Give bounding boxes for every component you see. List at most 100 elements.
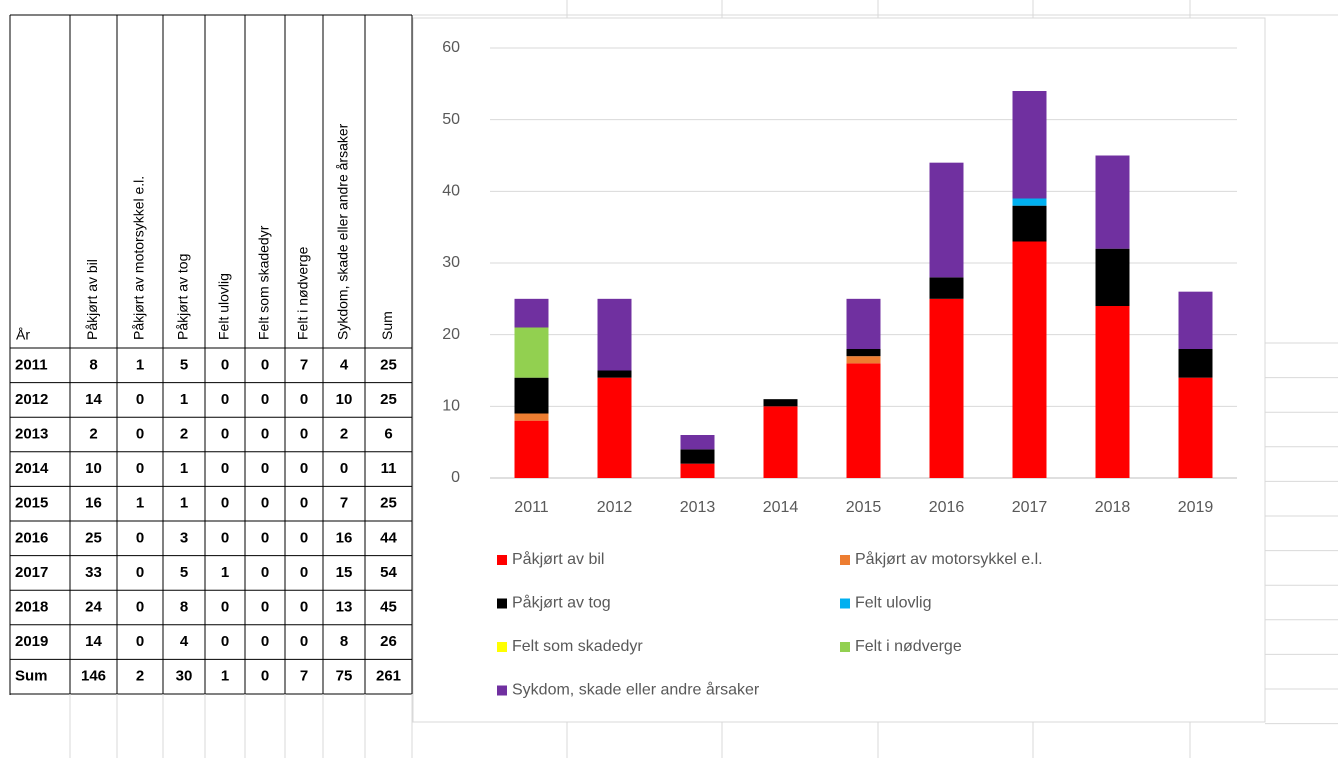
bar-segment [1095,248,1130,306]
table-cell: 0 [221,529,229,546]
header-cell: Felt i nødverge [295,246,311,340]
bar-segment [846,298,881,349]
y-tick-label: 10 [442,398,460,415]
table-cell: 0 [136,529,144,546]
table-cell: 0 [261,495,269,512]
table-cell: 6 [384,425,392,442]
table-cell: 8 [180,598,188,615]
y-tick-label: 20 [442,326,460,343]
table-cell: 2 [340,425,348,442]
bar-segment [929,162,964,278]
table-cell: 0 [136,564,144,581]
legend-swatch [497,555,507,565]
legend-swatch [497,642,507,652]
table-cell: 33 [85,564,102,581]
x-tick-label: 2015 [846,499,882,516]
bar-segment [1095,155,1130,249]
table-cell: 0 [261,668,269,685]
table-cell: 0 [221,391,229,408]
header-cell: Sum [379,311,395,340]
legend-label: Felt i nødverge [855,638,962,655]
bar-segment [1178,377,1213,478]
table-cell: 2011 [15,356,48,373]
bar-segment [1012,241,1047,478]
header-cell: År [16,327,30,343]
table-cell: 0 [261,356,269,373]
bar-segment [514,413,549,421]
bar-segment [1012,91,1047,199]
bar-segment [597,377,632,478]
bar-segment [1095,306,1130,478]
header-cell: Påkjørt av bil [84,259,100,340]
header-cell: Felt ulovlig [216,273,232,340]
table-cell: 14 [85,633,102,650]
table-cell: 75 [336,668,353,685]
table-cell: 1 [221,668,229,685]
legend-swatch [840,598,850,609]
table-cell: 15 [336,564,353,581]
table-cell: 2016 [15,529,48,546]
table-cell: 0 [300,564,308,581]
table-cell: 30 [176,668,193,685]
table-cell: 0 [221,633,229,650]
table-cell: 16 [336,529,353,546]
table-cell: 0 [300,425,308,442]
legend-label: Sykdom, skade eller andre årsaker [512,681,760,699]
bar-segment [1178,291,1213,349]
table-cell: 2 [89,425,97,442]
table-cell: 2 [180,425,188,442]
table-cell: 4 [340,356,349,373]
table-cell: 0 [300,598,308,615]
y-tick-label: 40 [442,183,460,200]
bar-segment [680,435,715,450]
table-cell: 2014 [15,460,49,477]
table-cell: 0 [261,633,269,650]
header-cell: Påkjørt av motorsykkel e.l. [131,176,147,340]
table-cell: 0 [136,598,144,615]
table-cell: 8 [89,356,97,373]
bar-segment [1178,349,1213,378]
table-cell: 2 [136,668,144,685]
table-cell: 0 [136,425,144,442]
table-cell: 2013 [15,425,48,442]
legend-label: Påkjørt av tog [512,594,611,612]
table-cell: 3 [180,529,188,546]
table-bg [10,15,412,694]
table-cell: 0 [136,460,144,477]
x-tick-label: 2012 [597,499,633,516]
bar-segment [597,298,632,371]
table-cell: 1 [180,391,188,408]
table-cell: 146 [81,668,106,685]
table-cell: 5 [180,564,188,581]
table-cell: 0 [300,529,308,546]
legend-label: Felt som skadedyr [512,638,643,655]
table-cell: 7 [340,495,348,512]
table-cell: 8 [340,633,348,650]
table-cell: 25 [85,529,102,546]
table-cell: 16 [85,495,102,512]
table-cell: 25 [380,495,397,512]
x-tick-label: 2019 [1178,499,1214,516]
y-tick-label: 50 [442,111,460,128]
table-cell: 10 [336,391,353,408]
table-cell: 2018 [15,598,48,615]
table-cell: 0 [340,460,348,477]
bar-segment [1012,198,1047,206]
table-cell: 2017 [15,564,48,581]
table-cell: 4 [180,633,189,650]
table-cell: 0 [261,425,269,442]
table-cell: 0 [261,564,269,581]
table-cell: 2019 [15,633,48,650]
x-tick-label: 2018 [1095,499,1131,516]
bar-segment [846,349,881,357]
table-cell: 1 [221,564,229,581]
bar-segment [680,463,715,478]
bar-segment [514,377,549,414]
cover [0,695,413,758]
x-tick-label: 2016 [929,499,965,516]
x-tick-label: 2011 [514,499,549,516]
table-cell: 5 [180,356,188,373]
table-cell: 1 [180,495,188,512]
legend-label: Felt ulovlig [855,595,931,612]
bar-segment [846,363,881,478]
